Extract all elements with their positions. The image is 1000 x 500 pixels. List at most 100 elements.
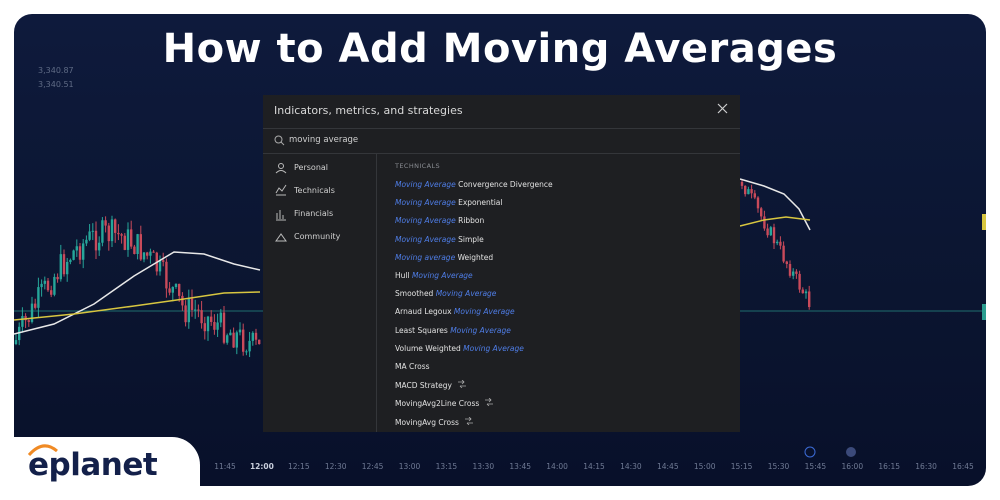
result-text: Volume Weighted xyxy=(395,343,464,353)
candle xyxy=(248,340,251,352)
time-label: 14:15 xyxy=(583,462,605,471)
price-tag xyxy=(982,214,986,230)
result-item[interactable]: MovingAvg2Line Cross xyxy=(395,398,494,408)
result-item[interactable]: Moving Average Ribbon xyxy=(395,216,484,225)
result-text: Moving Average xyxy=(395,216,456,226)
time-label: 15:15 xyxy=(730,462,753,471)
result-item[interactable]: Arnaud Legoux Moving Average xyxy=(395,307,515,316)
candle xyxy=(146,252,149,256)
time-label: 15:45 xyxy=(804,462,827,471)
close-button[interactable] xyxy=(717,103,728,114)
candle xyxy=(219,312,222,323)
candle xyxy=(779,241,782,246)
time-label: 12:15 xyxy=(287,462,310,471)
result-text: Moving average xyxy=(395,252,456,262)
candle xyxy=(203,323,206,332)
sidebar-item[interactable]: Personal xyxy=(294,163,329,172)
result-item[interactable]: MA Cross xyxy=(395,362,430,371)
result-item[interactable]: Hull Moving Average xyxy=(395,271,473,280)
candle xyxy=(178,283,181,296)
quote-value: 3,340.51 xyxy=(38,80,74,89)
candle xyxy=(760,208,763,217)
result-item[interactable]: Moving Average Convergence Divergence xyxy=(395,180,553,189)
result-text: MA Cross xyxy=(395,362,430,371)
candle xyxy=(251,332,254,341)
candle xyxy=(222,312,226,343)
sidebar-item[interactable]: Financials xyxy=(294,209,334,218)
logo-tab: eplanet xyxy=(0,437,200,500)
candle xyxy=(85,239,88,244)
candle xyxy=(162,260,165,262)
time-label: 11:45 xyxy=(214,462,236,471)
time-label: 12:00 xyxy=(249,462,274,471)
sidebar-item[interactable]: Community xyxy=(294,232,341,241)
indicator-dialog: Indicators, metrics, and strategies movi… xyxy=(263,95,740,432)
result-text: MovingAvg Cross xyxy=(395,417,459,427)
page-title: How to Add Moving Averages xyxy=(162,26,838,72)
result-item[interactable]: MovingAvg Cross xyxy=(395,416,474,427)
result-text: Simple xyxy=(455,234,484,244)
time-label: 13:30 xyxy=(472,462,495,471)
chart-background xyxy=(14,178,986,458)
search-input[interactable]: moving average xyxy=(289,135,359,145)
result-text: MACD Strategy xyxy=(395,381,453,391)
search-icon xyxy=(274,135,285,146)
candle xyxy=(184,305,187,323)
time-label: 16:45 xyxy=(952,462,974,471)
candle xyxy=(753,193,756,198)
candle xyxy=(792,271,795,276)
time-label: 16:00 xyxy=(841,462,864,471)
time-label: 13:15 xyxy=(435,462,458,471)
time-label: 12:30 xyxy=(324,462,347,471)
time-label: 12:45 xyxy=(361,462,384,471)
candle xyxy=(50,290,53,295)
sidebar: Personal Technicals Financials Community xyxy=(263,153,377,432)
candle xyxy=(14,340,18,344)
candle xyxy=(101,220,104,243)
candle xyxy=(98,242,101,251)
time-label: 16:30 xyxy=(915,462,937,471)
result-text: Arnaud Legoux xyxy=(395,307,454,317)
time-label: 14:30 xyxy=(620,462,642,471)
result-text: Moving Average xyxy=(395,234,456,244)
ma-line xyxy=(739,216,811,227)
sidebar-item[interactable]: Technicals xyxy=(294,186,335,195)
result-text: Moving Average xyxy=(450,325,511,335)
candle xyxy=(788,264,792,276)
strategy-icon xyxy=(485,398,494,407)
result-text: Moving Average xyxy=(463,343,524,353)
candle xyxy=(206,316,210,332)
candle xyxy=(200,310,203,324)
ma-line xyxy=(14,251,261,335)
time-label: 15:30 xyxy=(767,462,790,471)
candle xyxy=(238,329,242,333)
candle xyxy=(740,182,744,186)
search-box[interactable]: moving average xyxy=(263,128,740,154)
candles xyxy=(14,179,811,358)
candle xyxy=(34,303,37,308)
result-text: Moving Average xyxy=(411,271,473,280)
candle xyxy=(254,332,258,340)
candle xyxy=(107,225,110,242)
result-item[interactable]: Moving average Weighted xyxy=(395,253,493,262)
candle xyxy=(75,246,78,251)
section-label: TECHNICALS xyxy=(395,162,441,170)
brand: eplanet xyxy=(28,447,158,483)
result-item[interactable]: Moving Average Simple xyxy=(395,235,484,244)
result-text: Least Squares xyxy=(395,325,451,335)
result-text: MovingAvg2Line Cross xyxy=(395,399,480,409)
result-item[interactable]: Smoothed Moving Average xyxy=(395,289,496,298)
time-label: 13:45 xyxy=(509,462,531,471)
result-text: Weighted xyxy=(455,252,494,262)
candle xyxy=(88,231,91,240)
result-item[interactable]: MACD Strategy xyxy=(395,379,467,391)
dialog-title: Indicators, metrics, and strategies xyxy=(274,104,463,117)
candle xyxy=(120,234,123,236)
result-text: Moving Average xyxy=(395,180,456,189)
result-item[interactable]: Volume Weighted Moving Average xyxy=(395,344,524,353)
result-item[interactable]: Moving Average Exponential xyxy=(395,198,502,207)
candle xyxy=(133,246,136,255)
result-item[interactable]: Least Squares Moving Average xyxy=(395,326,511,335)
time-label: 13:00 xyxy=(398,462,421,471)
event-icon xyxy=(804,446,816,458)
